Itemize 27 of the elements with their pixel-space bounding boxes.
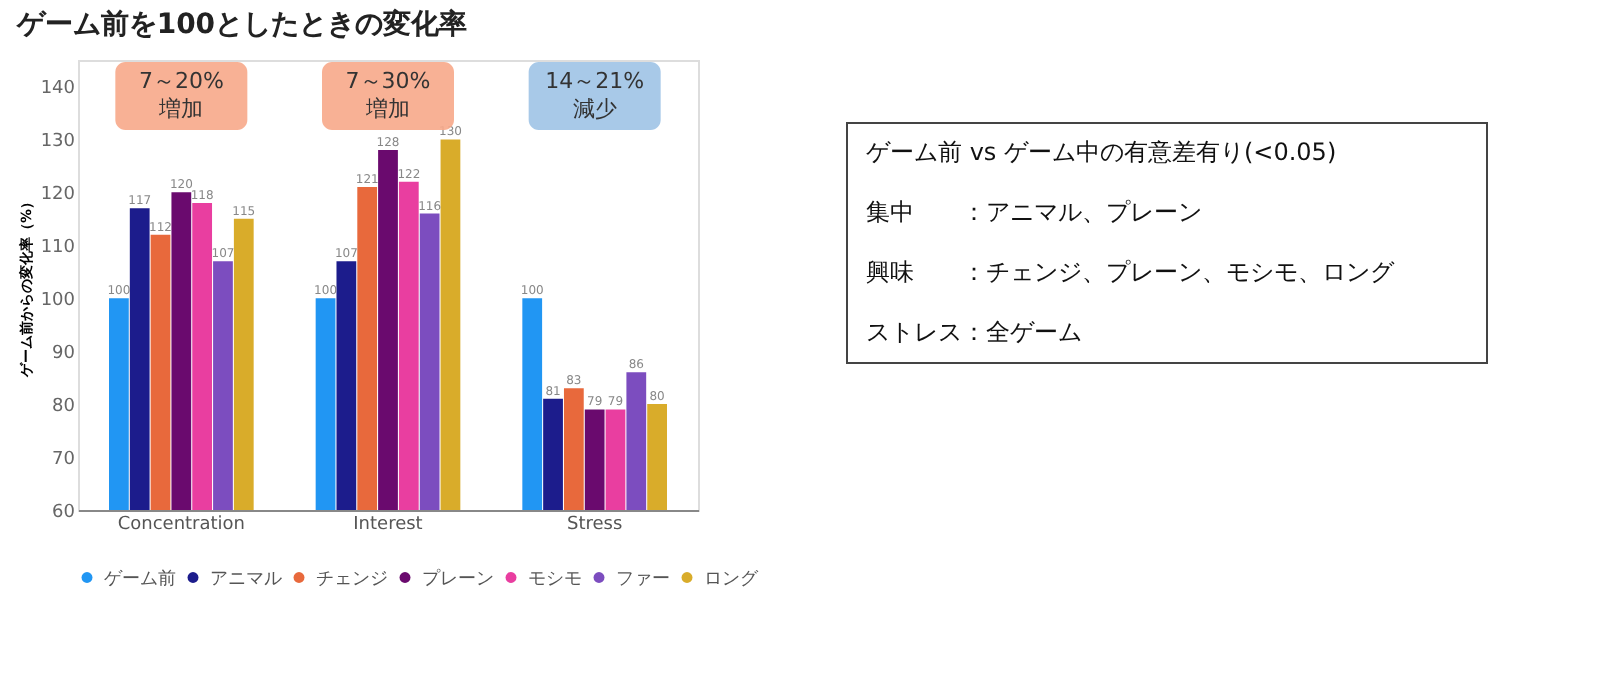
y-tick-label: 60 [52,503,76,523]
text: 興味 ：チェンジ、プレーン、モシモ、ロング [866,258,1396,286]
annotation: 14～21% 減少 [545,68,645,122]
y-tick-label: 100 [40,291,76,312]
annotation: 7～20% 増加 [138,68,224,122]
text: ストレス：全ゲーム [866,318,1082,346]
y-tick-label: 130 [40,132,76,153]
legend-label: モシモ [528,569,582,590]
y-tick-label: 90 [52,344,76,365]
chart-title: ゲーム前を100としたときの変化率 [14,6,468,41]
y-tick-label: 80 [52,397,76,418]
legend-label: プレーン [422,567,494,590]
legend-label: ロング [704,567,760,590]
y-tick-label: 140 [40,79,76,100]
legend-label: チェンジ [316,569,388,590]
text: 集中 ：アニマル、プレーン [866,198,1202,226]
y-tick-label: 110 [40,238,76,259]
annotation: 7～30% 増加 [345,68,431,122]
x-tick-label: Stress [566,515,623,535]
legend-label: アニマル [210,569,282,590]
y-tick-label: 120 [40,185,76,206]
x-tick-label: Interest [353,515,424,535]
legend-label: ファー [616,569,670,590]
x-tick-label: Concentration [117,515,246,535]
text: ゲーム前 vs ゲーム中の有意差有り(<0.05) [866,138,1337,166]
legend-label: ゲーム前 [104,567,176,590]
y-tick-label: 70 [52,450,76,471]
